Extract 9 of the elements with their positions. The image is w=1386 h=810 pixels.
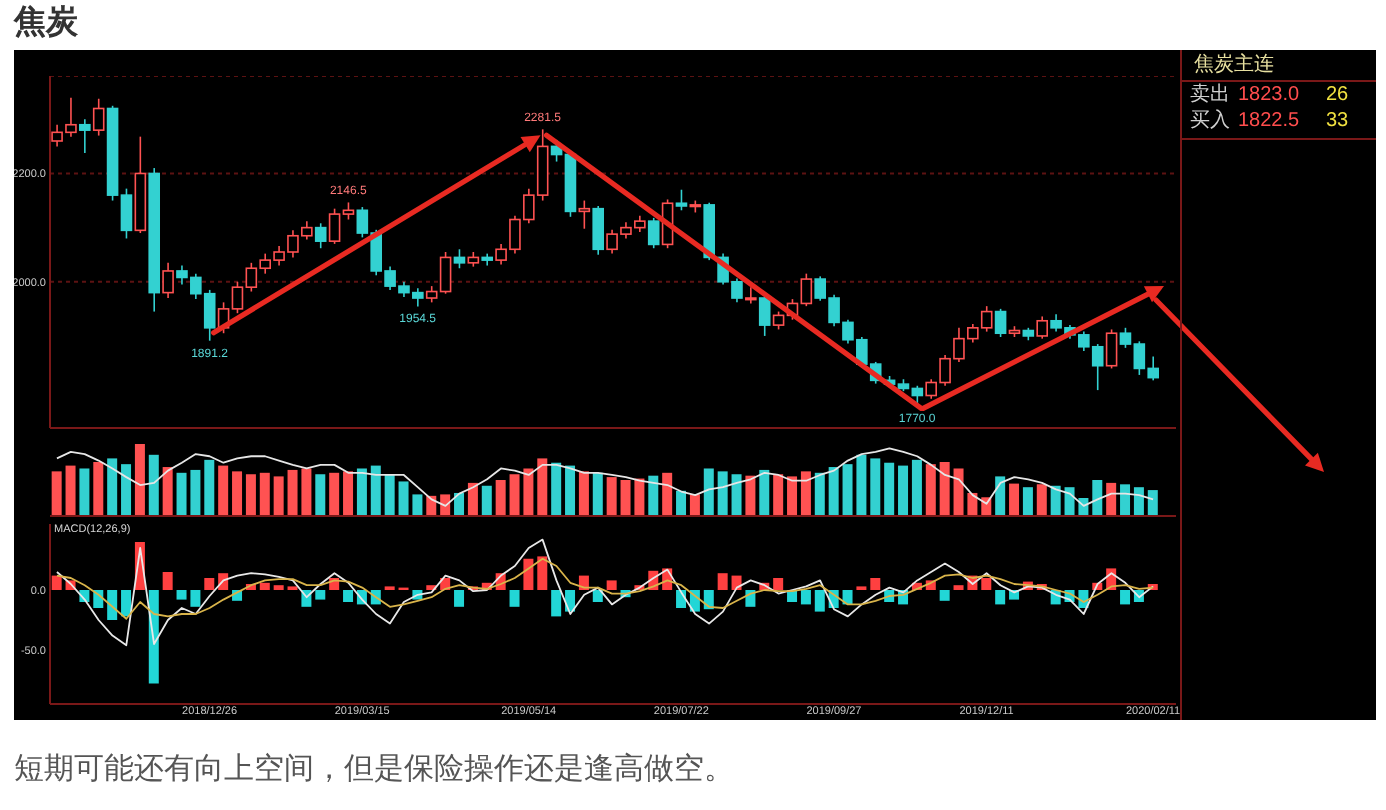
text: 1822.5: [1238, 110, 1300, 134]
text: 26: [1326, 84, 1349, 108]
chart-title: 焦炭: [14, 4, 78, 44]
text: 买入: [1190, 110, 1230, 134]
text: 短期可能还有向上空间，但是保险操作还是逢高做空。: [14, 750, 734, 790]
text: 33: [1326, 110, 1349, 134]
text: 卖出: [1190, 84, 1230, 108]
text: 焦炭主连: [1194, 54, 1274, 78]
text: 1823.0: [1238, 84, 1300, 108]
